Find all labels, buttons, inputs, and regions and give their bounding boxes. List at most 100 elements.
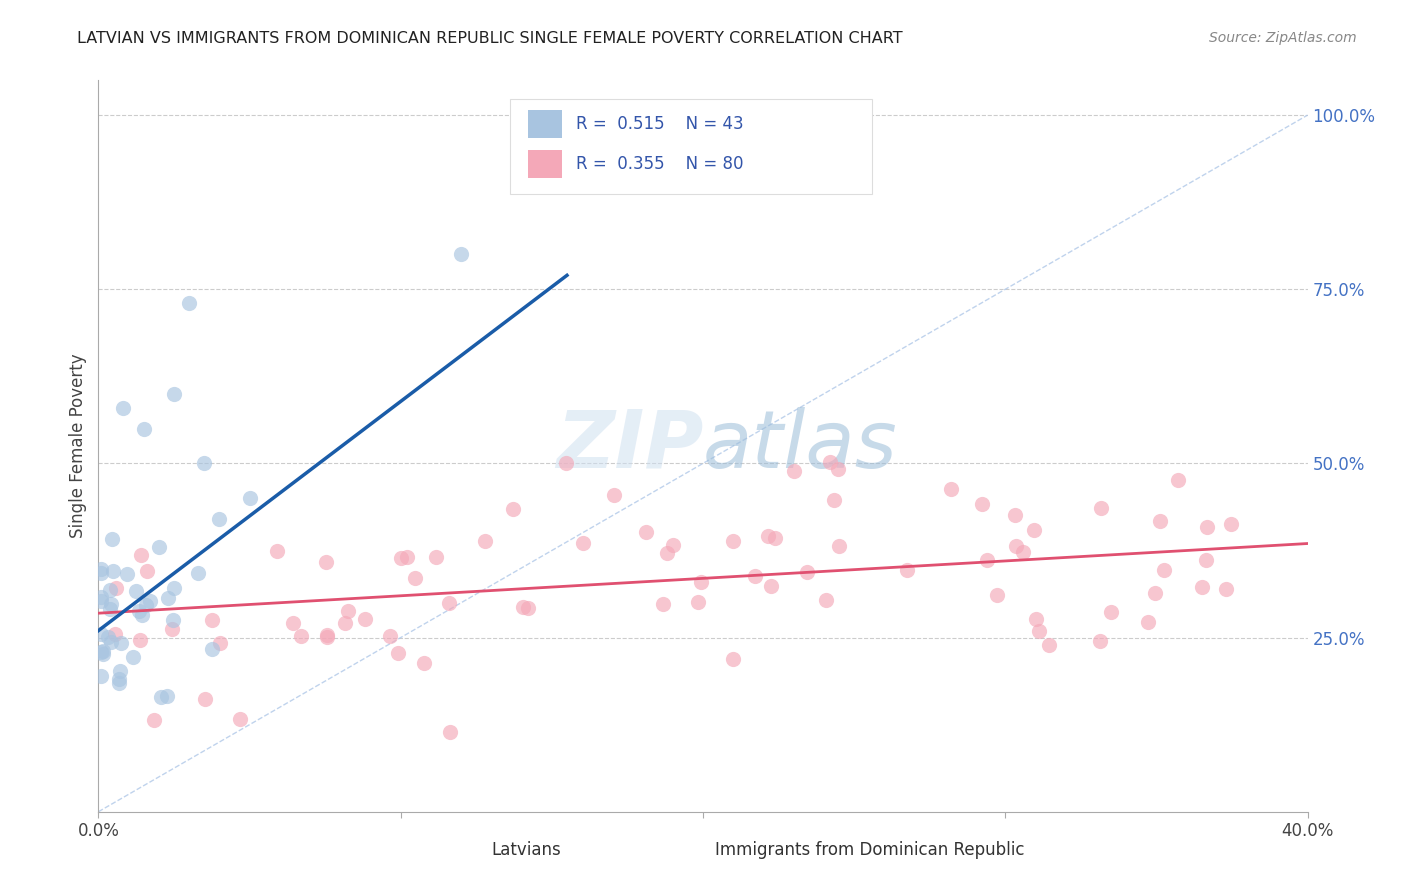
Point (1195, 553, 1218, 567)
Point (98, 582, 121, 597)
Point (827, 462, 849, 476)
Point (782, 464, 804, 478)
Point (90, 669, 112, 683)
Point (1025, 612, 1047, 626)
Point (1099, 605, 1122, 619)
Point (229, 712, 252, 726)
Point (970, 497, 993, 511)
Point (160, 622, 183, 636)
Point (986, 588, 1008, 602)
Point (336, 603, 359, 617)
Point (1167, 473, 1189, 487)
Point (107, 672, 129, 686)
Text: atlas: atlas (703, 407, 898, 485)
Point (823, 493, 845, 508)
Text: ZIP: ZIP (555, 407, 703, 485)
Point (512, 599, 534, 614)
Point (976, 553, 998, 567)
FancyBboxPatch shape (527, 111, 561, 138)
Point (290, 629, 312, 643)
Point (1191, 580, 1213, 594)
Point (135, 598, 157, 612)
Point (690, 575, 713, 590)
Point (131, 607, 153, 622)
Point (193, 457, 215, 471)
Point (1149, 514, 1171, 528)
Point (1090, 501, 1112, 516)
Point (896, 564, 918, 578)
Y-axis label: Single Female Poverty: Single Female Poverty (69, 354, 87, 538)
Point (380, 629, 402, 643)
Point (396, 549, 419, 564)
Point (1038, 638, 1060, 652)
Point (316, 630, 339, 644)
Point (266, 544, 288, 558)
Point (125, 584, 148, 599)
Point (90, 590, 112, 604)
Point (721, 534, 744, 549)
Point (129, 548, 152, 562)
Point (686, 595, 709, 609)
Point (135, 564, 157, 578)
Point (1022, 523, 1045, 537)
Point (142, 713, 165, 727)
Point (122, 650, 145, 665)
Point (93, 644, 115, 658)
Point (763, 531, 786, 545)
Point (315, 555, 337, 569)
Text: R =  0.355    N = 80: R = 0.355 N = 80 (576, 155, 744, 173)
Point (818, 455, 841, 469)
Point (1028, 624, 1050, 639)
FancyBboxPatch shape (456, 843, 482, 865)
Text: R =  0.515    N = 43: R = 0.515 N = 43 (576, 115, 744, 133)
Text: Latvians: Latvians (492, 841, 561, 860)
Point (387, 646, 409, 660)
Point (90, 627, 112, 641)
Point (90, 645, 112, 659)
Point (1143, 585, 1166, 599)
Point (413, 656, 436, 670)
Point (516, 601, 538, 615)
Point (90, 566, 112, 580)
Point (815, 593, 838, 607)
Point (572, 535, 595, 549)
Point (662, 539, 685, 553)
Point (100, 635, 122, 649)
Point (101, 533, 124, 547)
Point (828, 540, 851, 554)
Point (201, 614, 224, 628)
FancyBboxPatch shape (527, 151, 561, 178)
Point (105, 581, 128, 595)
Point (162, 613, 184, 627)
Point (634, 524, 657, 539)
Point (450, 247, 472, 261)
Point (439, 725, 461, 739)
Point (162, 581, 184, 595)
Point (128, 632, 150, 647)
Point (128, 604, 150, 618)
Text: LATVIAN VS IMMIGRANTS FROM DOMINICAN REPUBLIC SINGLE FEMALE POVERTY CORRELATION : LATVIAN VS IMMIGRANTS FROM DOMINICAN REP… (77, 31, 903, 46)
Point (316, 628, 339, 642)
Point (474, 534, 496, 549)
Point (200, 642, 222, 657)
Point (354, 612, 377, 626)
Point (100, 597, 122, 611)
Point (657, 546, 679, 560)
Point (117, 567, 139, 582)
Point (156, 689, 179, 703)
Point (744, 569, 766, 583)
FancyBboxPatch shape (679, 843, 706, 865)
Point (335, 616, 357, 631)
Point (404, 571, 426, 585)
Point (110, 636, 132, 650)
Text: Immigrants from Dominican Republic: Immigrants from Dominican Republic (716, 841, 1025, 860)
Point (502, 502, 524, 516)
Point (139, 594, 162, 608)
Point (554, 456, 576, 470)
Point (97, 630, 120, 644)
Point (194, 691, 217, 706)
Point (91, 648, 114, 662)
Point (156, 591, 179, 605)
Point (101, 564, 124, 578)
Point (108, 676, 131, 690)
